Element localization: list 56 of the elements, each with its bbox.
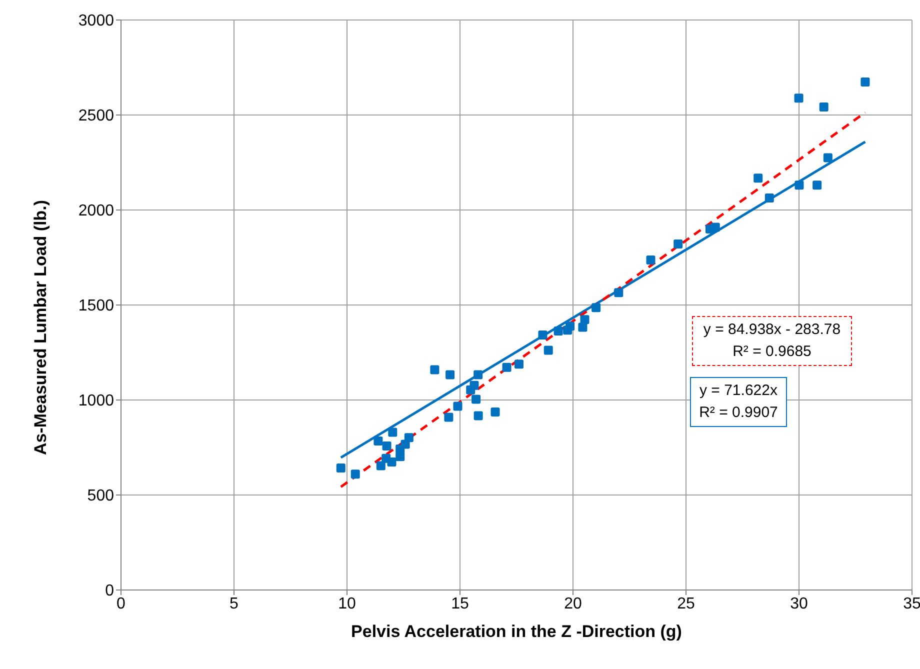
x-axis-title: Pelvis Acceleration in the Z -Direction (g) [351, 622, 682, 641]
point [502, 362, 512, 372]
point [794, 180, 804, 190]
annotation: y = 71.622x R² = 0.9907 [690, 377, 787, 427]
x-tick-label: 20 [564, 595, 582, 612]
point [446, 370, 455, 380]
point [382, 441, 392, 450]
point [554, 326, 563, 336]
x-tick-label: 15 [451, 595, 469, 612]
point [823, 153, 832, 162]
y-tick-label: 3000 [78, 12, 114, 30]
point [387, 457, 396, 466]
y-tick-label: 0 [105, 582, 114, 600]
point [592, 303, 601, 312]
point [514, 360, 524, 369]
annotation: y = 84.938x - 283.78 R² = 0.9685 [692, 316, 852, 366]
x-tick-label: 0 [116, 595, 126, 612]
point [580, 315, 590, 324]
y-tick-label: 1000 [78, 392, 114, 410]
point [490, 407, 500, 416]
point [350, 470, 360, 479]
point [710, 222, 720, 232]
point [544, 346, 553, 355]
y-tick-label: 2000 [78, 202, 114, 220]
point [336, 464, 346, 473]
point [444, 412, 454, 422]
point [430, 365, 440, 374]
point [614, 288, 624, 298]
point [374, 436, 383, 446]
point [404, 433, 414, 442]
point [812, 180, 822, 190]
y-axis-title: As-Measured Lumbar Load (lb.) [31, 200, 50, 455]
point [860, 77, 870, 86]
y-tick-label: 1500 [78, 298, 114, 315]
point [646, 255, 656, 264]
x-tick-label: 10 [338, 595, 356, 612]
point [674, 240, 683, 249]
x-tick-label: 25 [677, 595, 695, 612]
y-tick-label: 500 [87, 488, 114, 505]
point [566, 322, 575, 331]
point [819, 102, 828, 112]
point [794, 94, 804, 103]
point [388, 428, 398, 437]
y-tick-label: 2500 [78, 108, 114, 125]
x-tick-label: 30 [790, 595, 808, 612]
point [453, 402, 462, 411]
point [466, 385, 476, 394]
point [754, 174, 763, 183]
x-tick-label: 5 [230, 595, 239, 612]
point [764, 194, 774, 203]
point [472, 394, 481, 404]
point [474, 370, 483, 380]
point [376, 461, 386, 470]
point [474, 411, 483, 420]
point [538, 330, 548, 340]
x-tick-label: 35 [903, 595, 920, 612]
